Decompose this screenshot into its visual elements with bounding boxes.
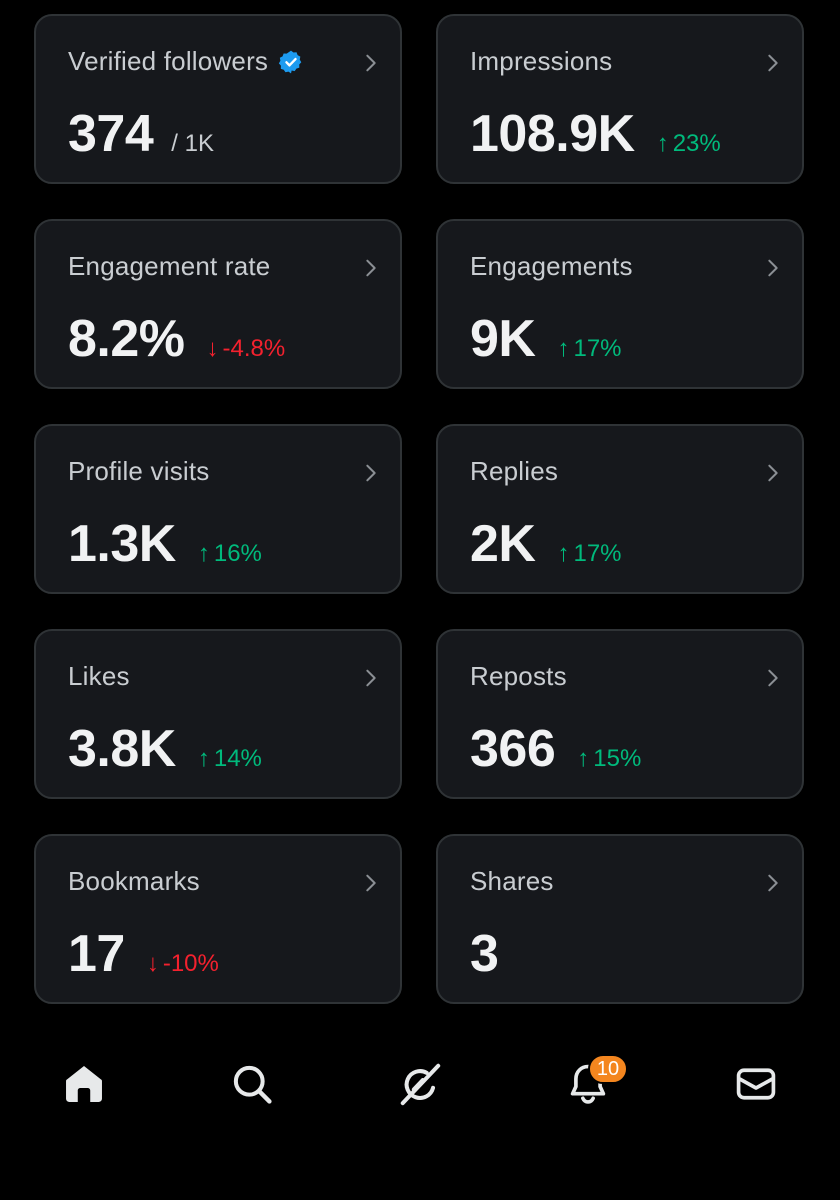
chevron-right-icon: [768, 464, 778, 482]
chevron-right-icon: [366, 669, 376, 687]
metric-value: 3: [470, 925, 499, 983]
home-icon: [66, 1066, 102, 1102]
metric-delta: ↑ 14%: [197, 745, 262, 772]
metric-card-reposts[interactable]: Reposts 366 ↑ 15%: [436, 629, 804, 799]
arrow-up-icon: ↑: [656, 130, 669, 157]
arrow-down-icon: ↓: [146, 950, 159, 977]
metric-value: 374: [68, 105, 154, 163]
arrow-up-icon: ↑: [557, 335, 570, 362]
metric-label: Verified followers: [68, 46, 269, 76]
metric-card-engagement-rate[interactable]: Engagement rate 8.2% ↓ -4.8%: [34, 219, 402, 389]
metric-value: 1.3K: [68, 515, 176, 573]
metric-card-bookmarks[interactable]: Bookmarks 17 ↓ -10%: [34, 834, 402, 1004]
metric-label: Impressions: [470, 46, 613, 76]
metric-delta: ↑ 16%: [197, 540, 262, 567]
tab-grok[interactable]: [396, 1060, 444, 1108]
search-icon: [233, 1065, 272, 1104]
arrow-up-icon: ↑: [197, 540, 210, 567]
metric-label: Bookmarks: [68, 866, 200, 896]
chevron-right-icon: [768, 54, 778, 72]
metric-label: Profile visits: [68, 456, 210, 486]
metric-value: 3.8K: [68, 720, 176, 778]
metric-card-profile-visits[interactable]: Profile visits 1.3K ↑ 16%: [34, 424, 402, 594]
metric-value: 366: [470, 720, 556, 778]
metric-label: Shares: [470, 866, 554, 896]
tab-search[interactable]: [228, 1060, 276, 1108]
metric-delta: ↑ 17%: [557, 335, 622, 362]
chevron-right-icon: [366, 259, 376, 277]
chevron-right-icon: [366, 464, 376, 482]
metric-card-verified-followers[interactable]: Verified followers 374 / 1K: [34, 14, 402, 184]
metric-card-likes[interactable]: Likes 3.8K ↑ 14%: [34, 629, 402, 799]
bottom-tab-bar: [0, 1040, 840, 1140]
chevron-right-icon: [366, 874, 376, 892]
chevron-right-icon: [366, 54, 376, 72]
metric-card-replies[interactable]: Replies 2K ↑ 17%: [436, 424, 804, 594]
metric-card-shares[interactable]: Shares 3: [436, 834, 804, 1004]
chevron-right-icon: [768, 874, 778, 892]
arrow-up-icon: ↑: [197, 745, 210, 772]
arrow-down-icon: ↓: [206, 335, 219, 362]
metric-value: 9K: [470, 310, 536, 368]
metric-delta: ↑ 17%: [557, 540, 622, 567]
metric-card-engagements[interactable]: Engagements 9K ↑ 17%: [436, 219, 804, 389]
metric-delta: ↑ 15%: [577, 745, 642, 772]
metric-value: 108.9K: [470, 105, 635, 163]
tab-messages[interactable]: [732, 1060, 780, 1108]
metric-card-impressions[interactable]: Impressions 108.9K ↑ 23%: [436, 14, 804, 184]
metric-label: Engagements: [470, 251, 633, 281]
metric-delta: ↓ -4.8%: [206, 335, 286, 362]
metric-label: Replies: [470, 456, 559, 486]
notification-count-badge: 10: [588, 1054, 628, 1084]
mail-icon: [736, 1068, 776, 1100]
metric-value: 2K: [470, 515, 536, 573]
arrow-up-icon: ↑: [577, 745, 590, 772]
grok-icon: [400, 1063, 441, 1106]
verified-badge-icon: [279, 50, 302, 73]
metric-label: Engagement rate: [68, 251, 271, 281]
metric-label: Reposts: [470, 661, 567, 691]
metric-goal: / 1K: [171, 130, 214, 157]
arrow-up-icon: ↑: [557, 540, 570, 567]
metric-label: Likes: [68, 661, 130, 691]
metric-delta: ↓ -10%: [146, 950, 219, 977]
tab-home[interactable]: [60, 1060, 108, 1108]
metric-value: 17: [68, 925, 125, 983]
chevron-right-icon: [768, 669, 778, 687]
metric-delta: ↑ 23%: [656, 130, 721, 157]
metric-value: 8.2%: [68, 310, 185, 368]
chevron-right-icon: [768, 259, 778, 277]
